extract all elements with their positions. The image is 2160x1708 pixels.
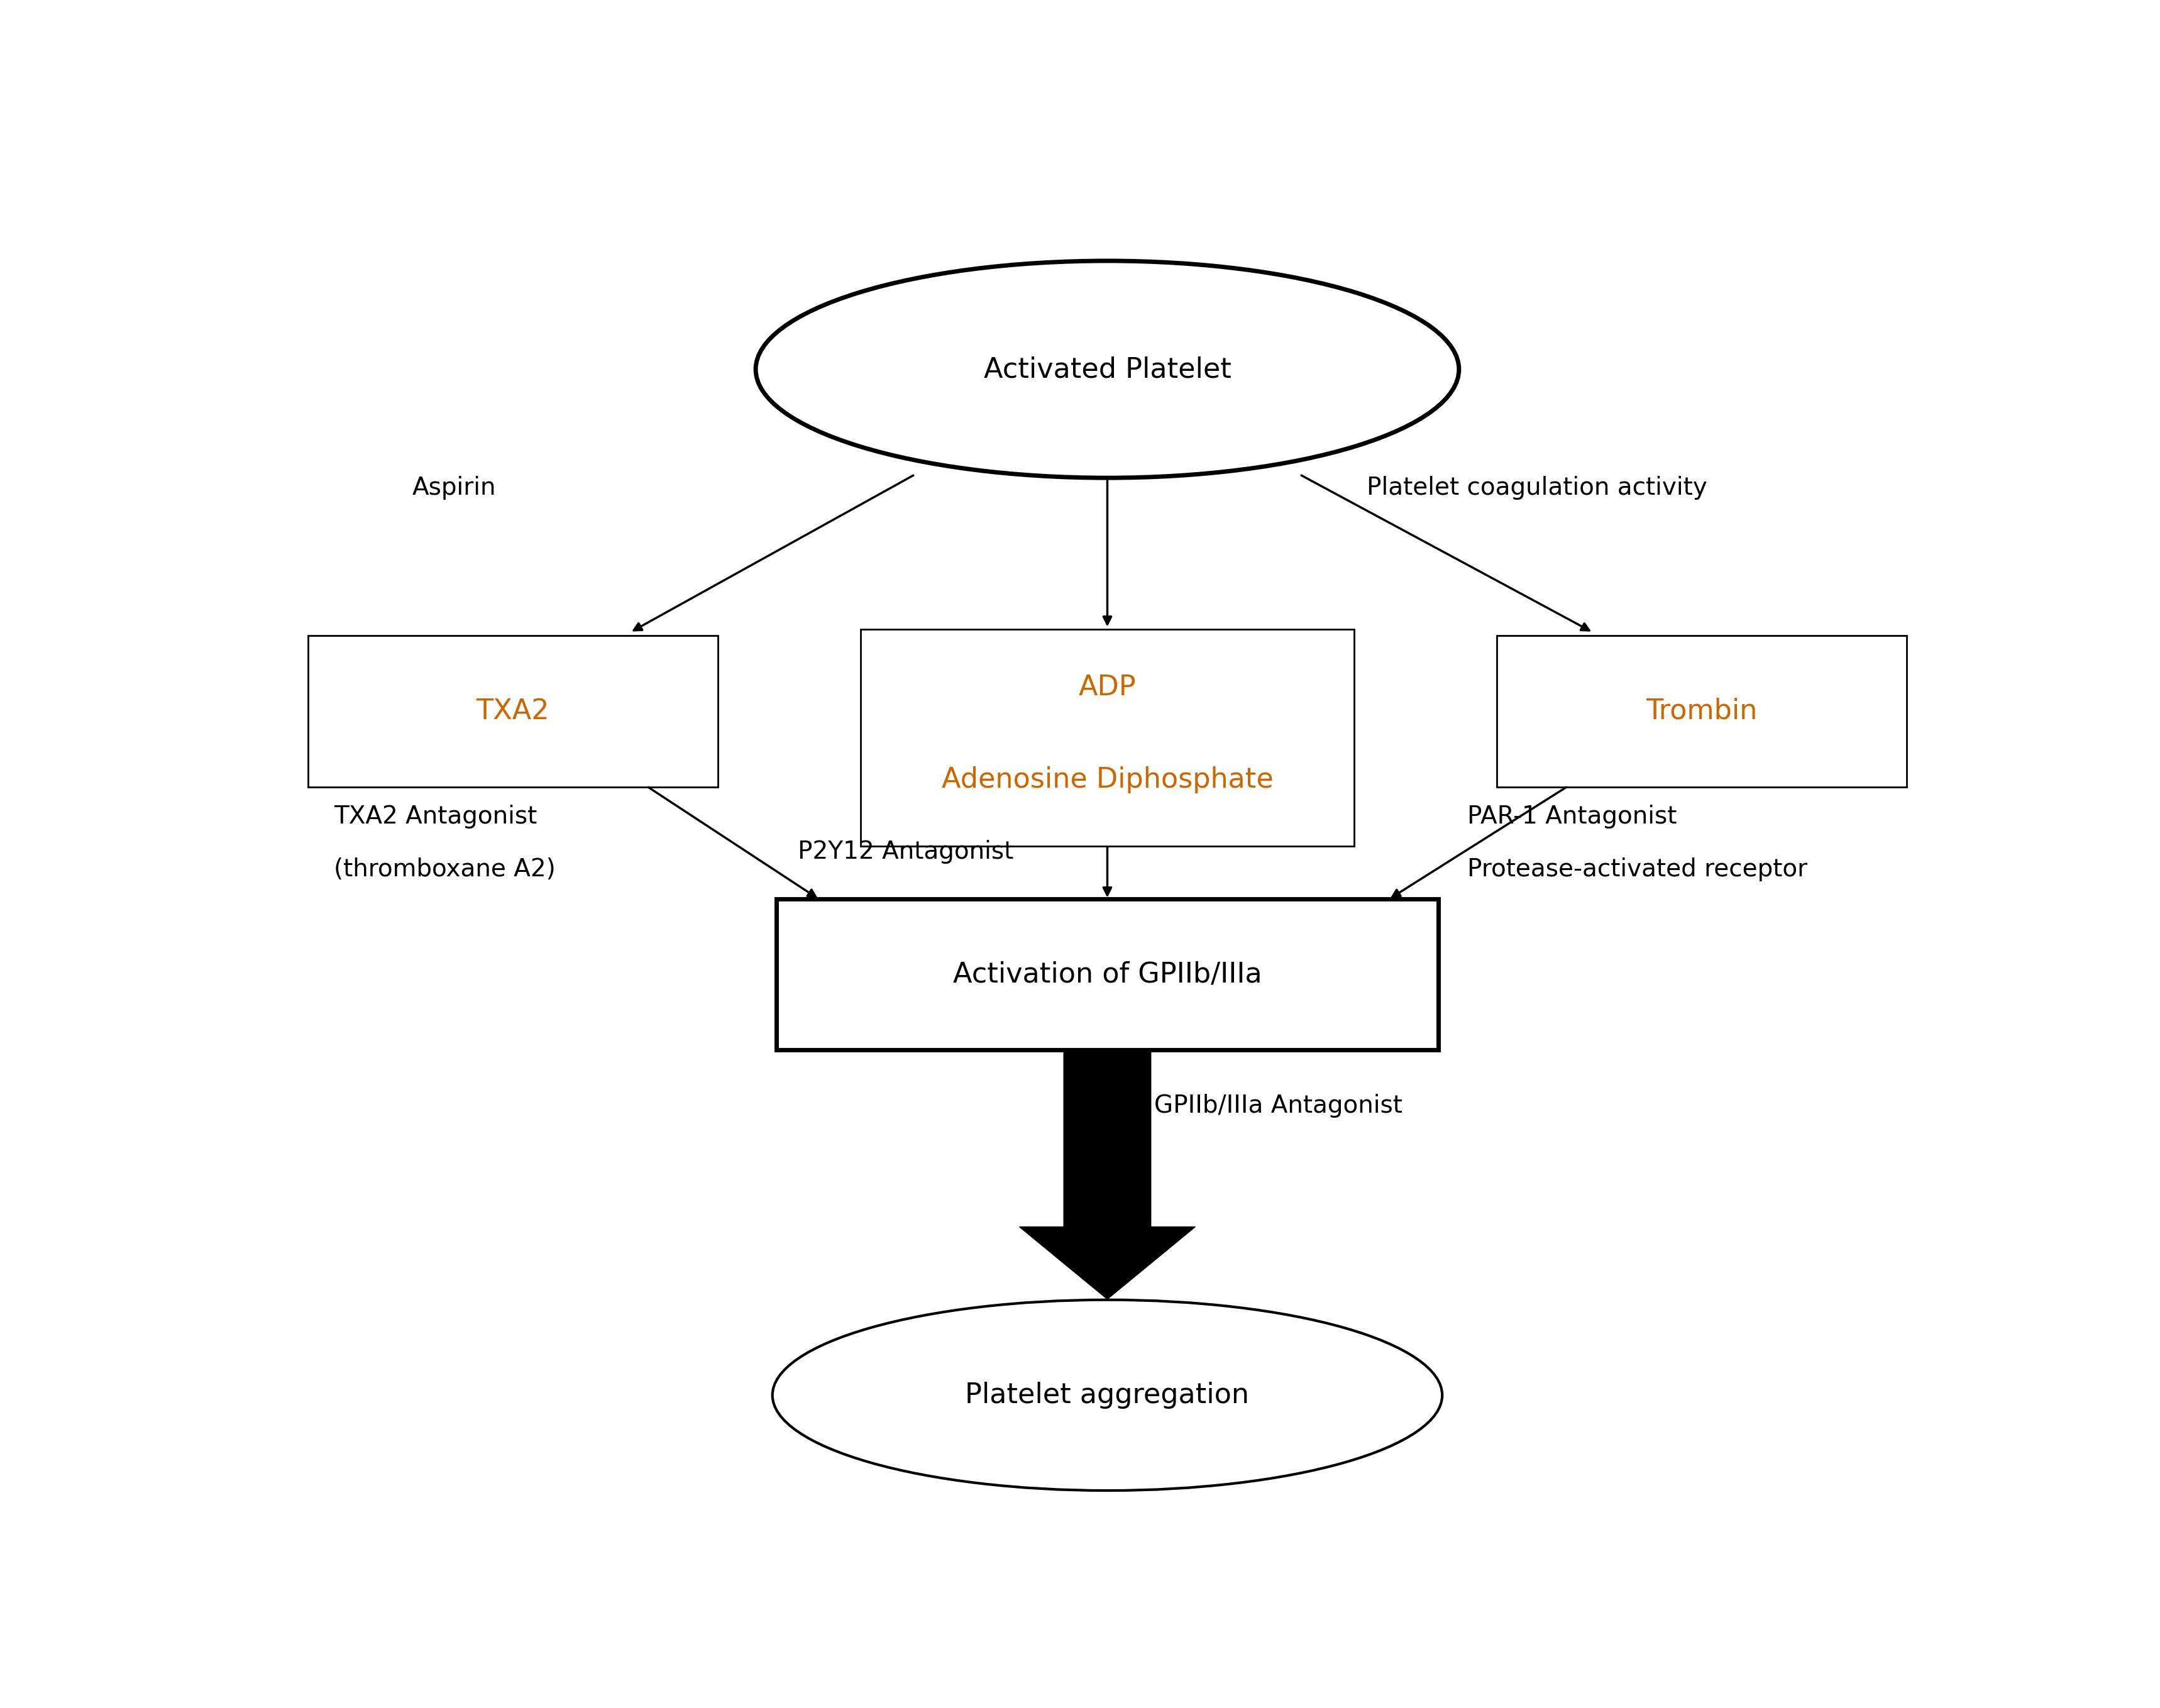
Text: PAR-1 Antagonist: PAR-1 Antagonist xyxy=(1467,804,1676,828)
Text: ADP: ADP xyxy=(1078,675,1136,702)
Text: Protease-activated receptor: Protease-activated receptor xyxy=(1467,857,1808,881)
Text: TXA2: TXA2 xyxy=(475,699,549,724)
Text: Trombin: Trombin xyxy=(1646,699,1756,724)
Bar xyxy=(307,635,717,787)
Text: TXA2 Antagonist: TXA2 Antagonist xyxy=(333,804,538,828)
FancyArrow shape xyxy=(1020,1049,1194,1300)
Text: (thromboxane A2): (thromboxane A2) xyxy=(333,857,555,881)
Bar xyxy=(860,629,1354,845)
Text: Platelet aggregation: Platelet aggregation xyxy=(966,1382,1248,1409)
Text: Aspirin: Aspirin xyxy=(413,477,497,500)
Text: Adenosine Diphosphate: Adenosine Diphosphate xyxy=(942,767,1272,793)
Text: P2Y12 Antagonist: P2Y12 Antagonist xyxy=(797,840,1013,864)
Bar xyxy=(1497,635,1907,787)
Text: GPIIb/IIIa Antagonist: GPIIb/IIIa Antagonist xyxy=(1153,1093,1402,1117)
Text: Platelet coagulation activity: Platelet coagulation activity xyxy=(1367,477,1706,500)
Text: Activated Platelet: Activated Platelet xyxy=(983,355,1231,383)
Bar xyxy=(775,898,1439,1050)
Text: Activation of GPIIb/IIIa: Activation of GPIIb/IIIa xyxy=(953,962,1261,987)
